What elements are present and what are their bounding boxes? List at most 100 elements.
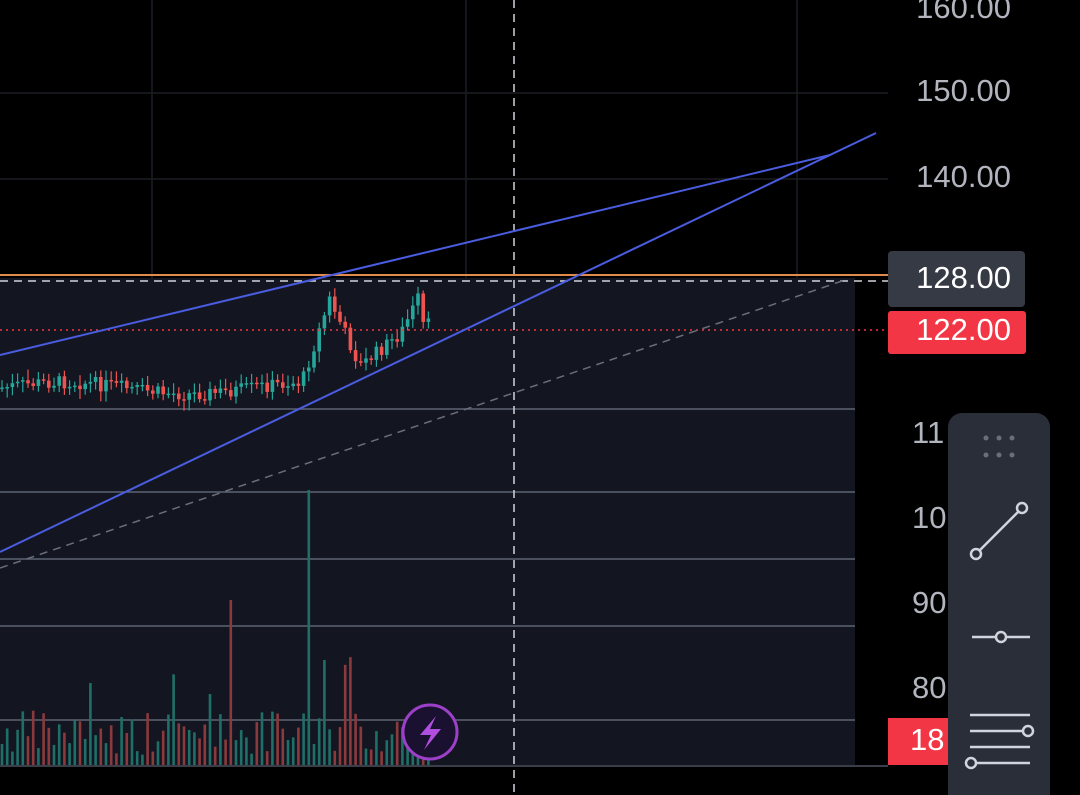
volume-bar [307,490,311,765]
candle-body [109,379,113,382]
trend-line-tool[interactable] [969,501,1029,561]
candle-body [333,296,337,312]
candle-body [192,392,197,394]
volume-bar [338,727,342,765]
volume-bar [328,729,331,765]
candle-body [130,386,134,389]
trend-line-upper [0,154,831,356]
volume-bar [141,754,144,765]
volume-bar [395,721,399,765]
volume-bar [89,682,92,765]
candles [0,286,431,765]
volume-bar [193,732,196,765]
candle-body [218,388,223,393]
volume-bar [401,727,404,765]
price-label: 90 [912,585,946,620]
candle-body [348,327,353,351]
volume-bar [83,738,87,765]
candle-body [411,305,415,320]
candle-body [156,386,160,394]
volume-bar [42,713,45,765]
volume-bar [291,737,295,765]
volume-bar [125,733,129,765]
candle-body [10,383,15,388]
volume-bar [104,743,108,765]
candle-body [5,387,9,389]
volume-bar [109,725,113,765]
candle-body [83,383,87,390]
candle-body [400,326,405,342]
last-price-box [888,311,1026,354]
candle-body [317,328,321,352]
volume-bar [224,739,227,765]
candle-body [343,321,347,328]
volume-bar [161,730,165,765]
volume-bar [26,736,30,765]
candle-body [166,393,171,396]
candle-body [182,399,186,401]
volume-bar [182,726,186,765]
volume-bar [68,743,71,765]
candle-body [421,293,425,322]
volume-bar [198,738,201,765]
candle-body [208,388,212,401]
price-label: 10 [912,500,946,535]
candle-body [93,377,98,382]
volume-bar [369,749,373,765]
candle-body [135,385,139,387]
candle-body [78,385,82,390]
candle-body [197,392,202,400]
candle-body [338,311,342,322]
volume-bar [317,718,321,765]
volume-bar [234,740,238,765]
candle-body [31,383,35,386]
volume-box [888,718,958,765]
volume-bar [37,748,40,765]
candle-body [291,383,295,387]
volume-bar [239,730,243,765]
drag-handle[interactable] [983,435,1015,458]
horizontal-line-tool[interactable] [972,630,1030,644]
candle-body [426,318,431,322]
volume-bar [0,744,4,765]
volume-bar [359,726,363,765]
candle-body [57,376,61,386]
crosshair-price-box [888,251,1025,307]
volume-bar [411,745,415,765]
volume-bar [146,713,149,765]
volume-bar [281,728,285,765]
candle-body [41,379,46,381]
volume-bar [286,739,290,765]
candle-body [21,380,25,382]
price-label: 80 [912,670,946,705]
candle-body [36,379,41,386]
volume-bar [349,657,352,765]
candle-body [244,383,249,385]
candle-body [260,382,264,385]
volume-bar [297,727,300,765]
candle-body [125,380,129,389]
volume-bar [375,731,378,765]
candle-body [99,377,103,392]
volume-bar [177,723,181,765]
toolbar-panel [948,413,1050,795]
volume-bar [52,744,56,765]
candle-body [223,388,228,391]
candle-body [119,380,124,383]
candle-body [286,386,290,388]
volume-bar [302,713,305,765]
candle-body [359,361,363,363]
candle-body [114,381,119,383]
candle-body [52,385,56,388]
volume-bar [333,750,337,765]
volume-bar [187,730,191,765]
volume-bar [312,744,316,765]
volume-bar [364,748,368,765]
volume-bar [323,660,326,765]
fib-tool[interactable] [964,713,1035,770]
dashed-trend-line [0,279,846,569]
trend-line-lower [0,132,877,553]
volume-bar [94,735,97,765]
